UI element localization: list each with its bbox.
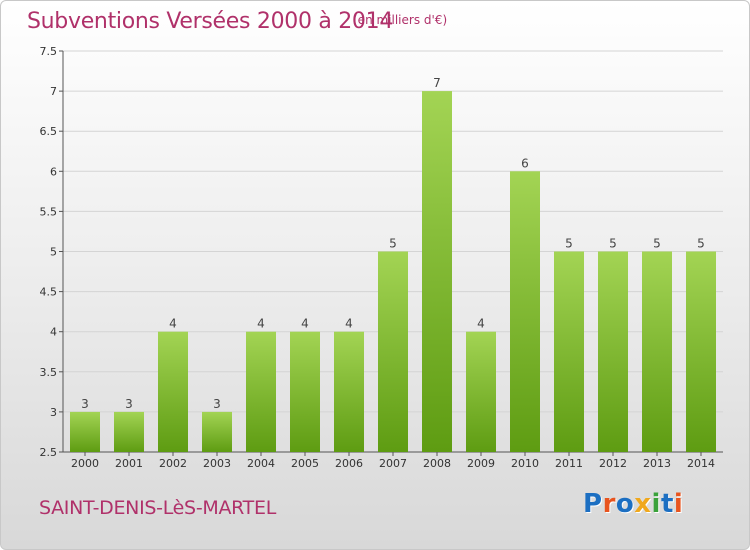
logo-letter: P — [583, 489, 603, 519]
x-tick-label: 2003 — [203, 457, 231, 470]
logo-letter: i — [673, 489, 684, 519]
bar-value-label: 5 — [389, 237, 397, 251]
chart-unit-note: (en milliers d'€) — [353, 13, 448, 27]
chart-title: Subventions Versées 2000 à 2014 — [27, 9, 394, 34]
y-tick-label: 4 — [50, 326, 57, 339]
y-tick-label: 6 — [50, 165, 57, 178]
x-tick-label: 2011 — [555, 457, 583, 470]
y-tick-label: 6.5 — [40, 125, 58, 138]
proxiti-logo[interactable]: Proxiti — [583, 489, 683, 519]
labels: 2.5 3 3.5 4 4.5 5 5.5 6 6.5 7 7.5 3 2000 3 2001 4 2002 3 2… — [40, 45, 716, 470]
bar-2009[interactable] — [466, 331, 496, 452]
bar-value-label: 6 — [521, 156, 529, 170]
y-tick-label: 3.5 — [40, 366, 58, 379]
bar-2005[interactable] — [290, 331, 320, 452]
y-tick-label: 7.5 — [40, 45, 58, 58]
logo-letter: r — [602, 489, 616, 519]
logo-letter: o — [615, 489, 635, 519]
bar-value-label: 4 — [477, 317, 485, 331]
bar-value-label: 3 — [81, 397, 89, 411]
y-tick-label: 5 — [50, 246, 57, 259]
bar-value-label: 4 — [169, 317, 177, 331]
bar-2004[interactable] — [246, 331, 276, 452]
x-tick-label: 2004 — [247, 457, 275, 470]
x-tick-label: 2001 — [115, 457, 143, 470]
bar-value-label: 5 — [653, 237, 661, 251]
bar-2000[interactable] — [70, 411, 100, 452]
logo-letter: x — [634, 489, 652, 519]
bar-2007[interactable] — [378, 251, 408, 453]
x-tick-label: 2007 — [379, 457, 407, 470]
bar-value-label: 7 — [433, 76, 441, 90]
bar-2003[interactable] — [202, 411, 232, 452]
x-tick-label: 2010 — [511, 457, 539, 470]
y-tick-label: 7 — [50, 85, 57, 98]
logo-letter: t — [660, 489, 674, 519]
bars — [70, 91, 716, 453]
x-tick-label: 2014 — [687, 457, 715, 470]
bar-value-label: 3 — [125, 397, 133, 411]
bar-2013[interactable] — [642, 251, 672, 453]
x-tick-label: 2005 — [291, 457, 319, 470]
bar-2010[interactable] — [510, 171, 540, 453]
logo-letter: i — [651, 489, 661, 519]
y-tick-label: 3 — [50, 406, 57, 419]
bar-value-label: 4 — [257, 317, 265, 331]
x-tick-label: 2013 — [643, 457, 671, 470]
y-tick-label: 5.5 — [40, 205, 58, 218]
x-tick-label: 2009 — [467, 457, 495, 470]
x-tick-label: 2006 — [335, 457, 363, 470]
bar-value-label: 4 — [301, 317, 309, 331]
bar-value-label: 4 — [345, 317, 353, 331]
bar-value-label: 3 — [213, 397, 221, 411]
y-tick-label: 2.5 — [40, 446, 58, 459]
x-tick-label: 2012 — [599, 457, 627, 470]
x-tick-label: 2008 — [423, 457, 451, 470]
bar-2008[interactable] — [422, 91, 452, 452]
bar-2006[interactable] — [334, 331, 364, 452]
bar-2001[interactable] — [114, 411, 144, 452]
commune-name: SAINT-DENIS-LèS-MARTEL — [39, 497, 276, 519]
bar-value-label: 5 — [609, 237, 617, 251]
bar-value-label: 5 — [697, 237, 705, 251]
x-tick-label: 2000 — [71, 457, 99, 470]
bar-2002[interactable] — [158, 331, 188, 452]
bar-2012[interactable] — [598, 251, 628, 453]
bar-2014[interactable] — [686, 251, 716, 453]
bar-2011[interactable] — [554, 251, 584, 453]
y-tick-label: 4.5 — [40, 286, 58, 299]
bar-value-label: 5 — [565, 237, 573, 251]
x-tick-label: 2002 — [159, 457, 187, 470]
